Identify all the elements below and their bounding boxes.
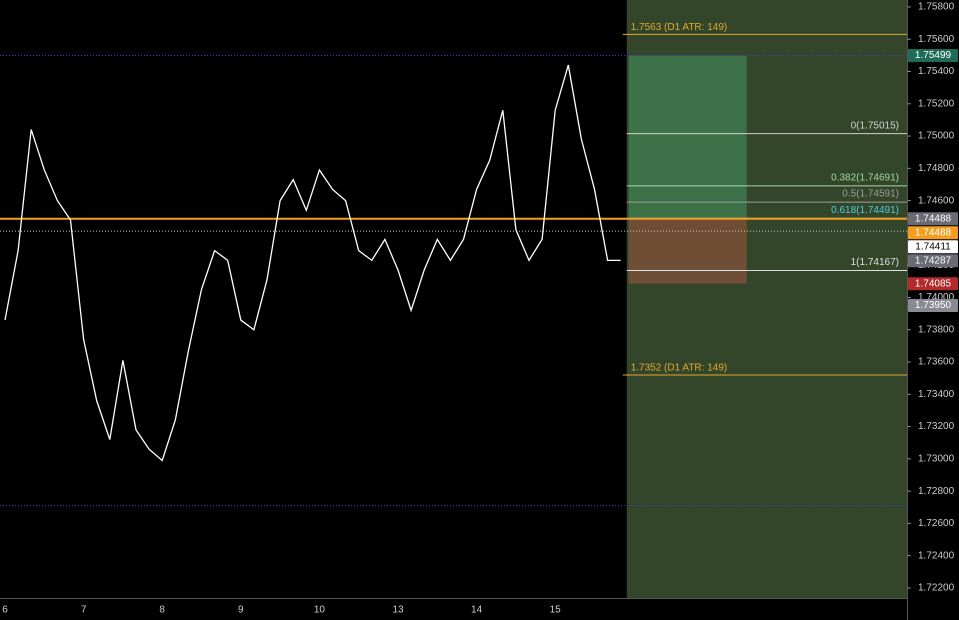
price-tag-label: 1.74488	[915, 213, 952, 224]
fib-label: 0.618(1.74491)	[831, 205, 899, 216]
price-tag-label: 1.73950	[915, 300, 952, 311]
x-tick-label: 8	[159, 605, 165, 616]
x-tick-label: 10	[314, 605, 326, 616]
fib-label: 0.382(1.74691)	[831, 173, 899, 184]
price-tag-label: 1.74411	[915, 241, 951, 252]
x-tick-label: 13	[392, 605, 404, 616]
target-zone	[628, 55, 747, 219]
y-tick-label: 1.75200	[918, 98, 955, 109]
y-tick-label: 1.75400	[918, 66, 955, 77]
y-tick-label: 1.72400	[918, 550, 955, 561]
fib-label: 0.5(1.74591)	[842, 189, 899, 200]
atr-label: 1.7563 (D1 ATR: 149)	[631, 22, 728, 33]
price-tag	[908, 277, 958, 291]
y-tick-label: 1.74000	[918, 292, 955, 303]
y-tick-label: 1.75800	[918, 2, 955, 13]
price-tag-label: 1.74287	[915, 255, 952, 266]
x-tick-label: 6	[2, 605, 8, 616]
x-tick-label: 7	[81, 605, 87, 616]
y-tick-label: 1.74800	[918, 163, 955, 174]
y-tick-label: 1.74600	[918, 195, 955, 206]
y-tick-label: 1.75000	[918, 131, 955, 142]
x-tick-label: 15	[550, 605, 562, 616]
y-tick-label: 1.73200	[918, 421, 955, 432]
stop-zone	[628, 218, 747, 284]
fib-label: 1(1.74167)	[851, 257, 899, 268]
y-tick-label: 1.72200	[918, 583, 955, 594]
price-tag	[908, 226, 958, 240]
price-tag	[908, 254, 958, 268]
price-tag	[908, 212, 958, 226]
y-tick-label: 1.73800	[918, 324, 955, 335]
price-tag	[908, 49, 958, 63]
y-tick-label: 1.72800	[918, 486, 955, 497]
price-line	[4, 64, 621, 462]
price-tag	[908, 299, 958, 313]
price-tag-label: 1.75499	[915, 50, 952, 61]
price-tag	[908, 240, 958, 254]
x-tick-label: 9	[238, 605, 244, 616]
y-tick-label: 1.75600	[918, 34, 955, 45]
price-tag-label: 1.74488	[915, 227, 952, 238]
y-tick-label: 1.73600	[918, 357, 955, 368]
y-tick-label: 1.73400	[918, 389, 955, 400]
price-tag-label: 1.74085	[915, 278, 952, 289]
y-tick-label: 1.72600	[918, 518, 955, 529]
fib-label: 0(1.75015)	[851, 120, 899, 131]
x-tick-label: 14	[471, 605, 483, 616]
atr-label: 1.7352 (D1 ATR: 149)	[631, 363, 728, 374]
y-tick-label: 1.73000	[918, 454, 955, 465]
